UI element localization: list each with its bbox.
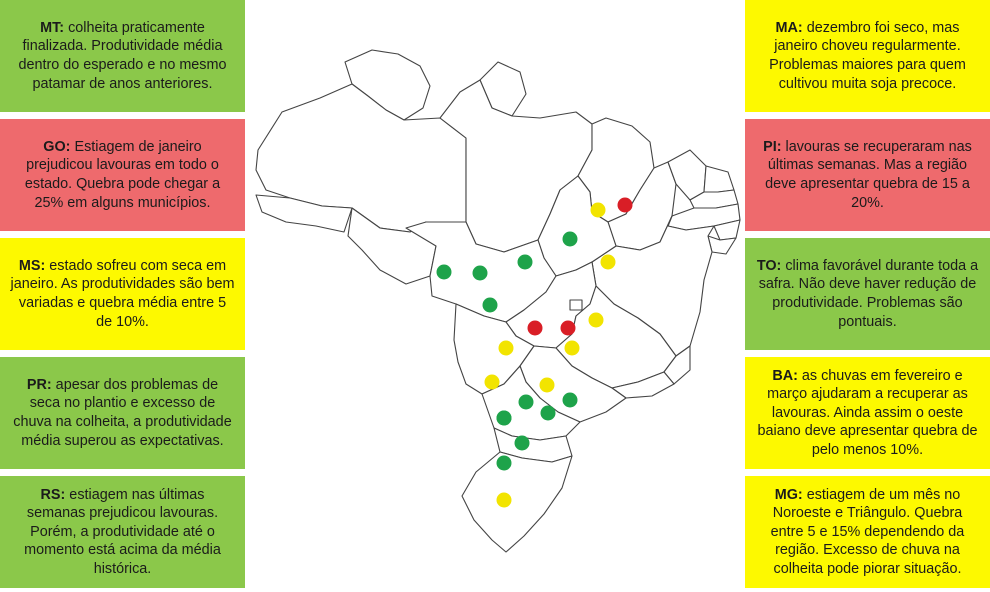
state-rio-grande-sul [461, 451, 573, 553]
note-text: GO: Estiagem de janeiro prejudicou lavou… [10, 138, 235, 212]
note-body: clima favorável durante toda a safra. Nã… [758, 257, 979, 330]
state-code: MG: [774, 486, 803, 503]
note-ma: MA: dezembro foi seco, mas janeiro chove… [745, 0, 990, 112]
dot-go-red [527, 320, 543, 336]
dot-mt-green [472, 265, 488, 281]
note-pi: PI: lavouras se recuperaram nas últimas … [745, 119, 990, 231]
state-code: PI: [763, 138, 782, 155]
dot-rs-yellow [496, 492, 512, 508]
note-body: estado sofreu com seca em janeiro. As pr… [10, 257, 235, 330]
dot-pr-green [562, 392, 578, 408]
note-body: colheita praticamente finalizada. Produt… [18, 19, 227, 92]
dot-pr-green [540, 405, 556, 421]
note-body: estiagem de um mês no Noroeste e Triângu… [770, 486, 965, 577]
note-body: as chuvas em fevereiro e março ajudaram … [757, 367, 978, 458]
note-text: RS: estiagem nas últimas semanas prejudi… [10, 486, 235, 579]
dot-mg-yellow [564, 340, 580, 356]
dot-sc-green [514, 435, 530, 451]
note-text: BA: as chuvas em fevereiro e março ajuda… [755, 367, 980, 460]
note-go: GO: Estiagem de janeiro prejudicou lavou… [0, 119, 245, 231]
state-espirito-santo [663, 345, 691, 385]
dot-ba-yellow [588, 312, 604, 328]
note-text: TO: clima favorável durante toda a safra… [755, 257, 980, 331]
dot-ms-yellow [484, 374, 500, 390]
dot-ma-yellow [590, 202, 606, 218]
state-code: RS: [40, 486, 66, 503]
state-acre [255, 194, 353, 233]
state-code: BA: [772, 367, 798, 384]
dot-to-green [562, 231, 578, 247]
state-code: TO: [756, 257, 782, 274]
note-pr: PR: apesar dos problemas de seca no plan… [0, 357, 245, 469]
dot-sp-yellow [539, 377, 555, 393]
dot-mt-green [482, 297, 498, 313]
note-text: PR: apesar dos problemas de seca no plan… [10, 376, 235, 450]
state-code: PR: [26, 376, 52, 393]
note-ms: MS: estado sofreu com seca em janeiro. A… [0, 238, 245, 350]
note-text: MT: colheita praticamente finalizada. Pr… [10, 19, 235, 93]
state-df [569, 299, 583, 311]
note-body: lavouras se recuperaram nas últimas sema… [765, 138, 972, 211]
state-code: GO: [43, 138, 71, 155]
state-code: MT: [40, 19, 65, 36]
dot-mt-green [517, 254, 533, 270]
dot-go-red [560, 320, 576, 336]
dot-rs-green [496, 455, 512, 471]
note-text: MG: estiagem de um mês no Noroeste e Tri… [755, 486, 980, 579]
state-rn [703, 165, 735, 193]
note-text: MA: dezembro foi seco, mas janeiro chove… [755, 19, 980, 93]
dot-mt-green [436, 264, 452, 280]
dot-pr-green [518, 394, 534, 410]
note-to: TO: clima favorável durante toda a safra… [745, 238, 990, 350]
note-body: estiagem nas últimas semanas prejudicou … [24, 486, 221, 577]
note-text: PI: lavouras se recuperaram nas últimas … [755, 138, 980, 212]
note-ba: BA: as chuvas em fevereiro e março ajuda… [745, 357, 990, 469]
note-body: apesar dos problemas de seca no plantio … [13, 376, 232, 449]
note-mt: MT: colheita praticamente finalizada. Pr… [0, 0, 245, 112]
dot-ba-yellow [600, 254, 616, 270]
state-code: MS: [18, 257, 46, 274]
note-rs: RS: estiagem nas últimas semanas prejudi… [0, 476, 245, 588]
dot-pi-red [617, 197, 633, 213]
dot-ms-yellow [498, 340, 514, 356]
note-text: MS: estado sofreu com seca em janeiro. A… [10, 257, 235, 331]
note-mg: MG: estiagem de um mês no Noroeste e Tri… [745, 476, 990, 588]
state-code: MA: [775, 19, 803, 36]
dot-pr-green [496, 410, 512, 426]
note-body: Estiagem de janeiro prejudicou lavouras … [24, 138, 221, 211]
status-dots [436, 197, 633, 508]
note-body: dezembro foi seco, mas janeiro choveu re… [769, 19, 966, 92]
